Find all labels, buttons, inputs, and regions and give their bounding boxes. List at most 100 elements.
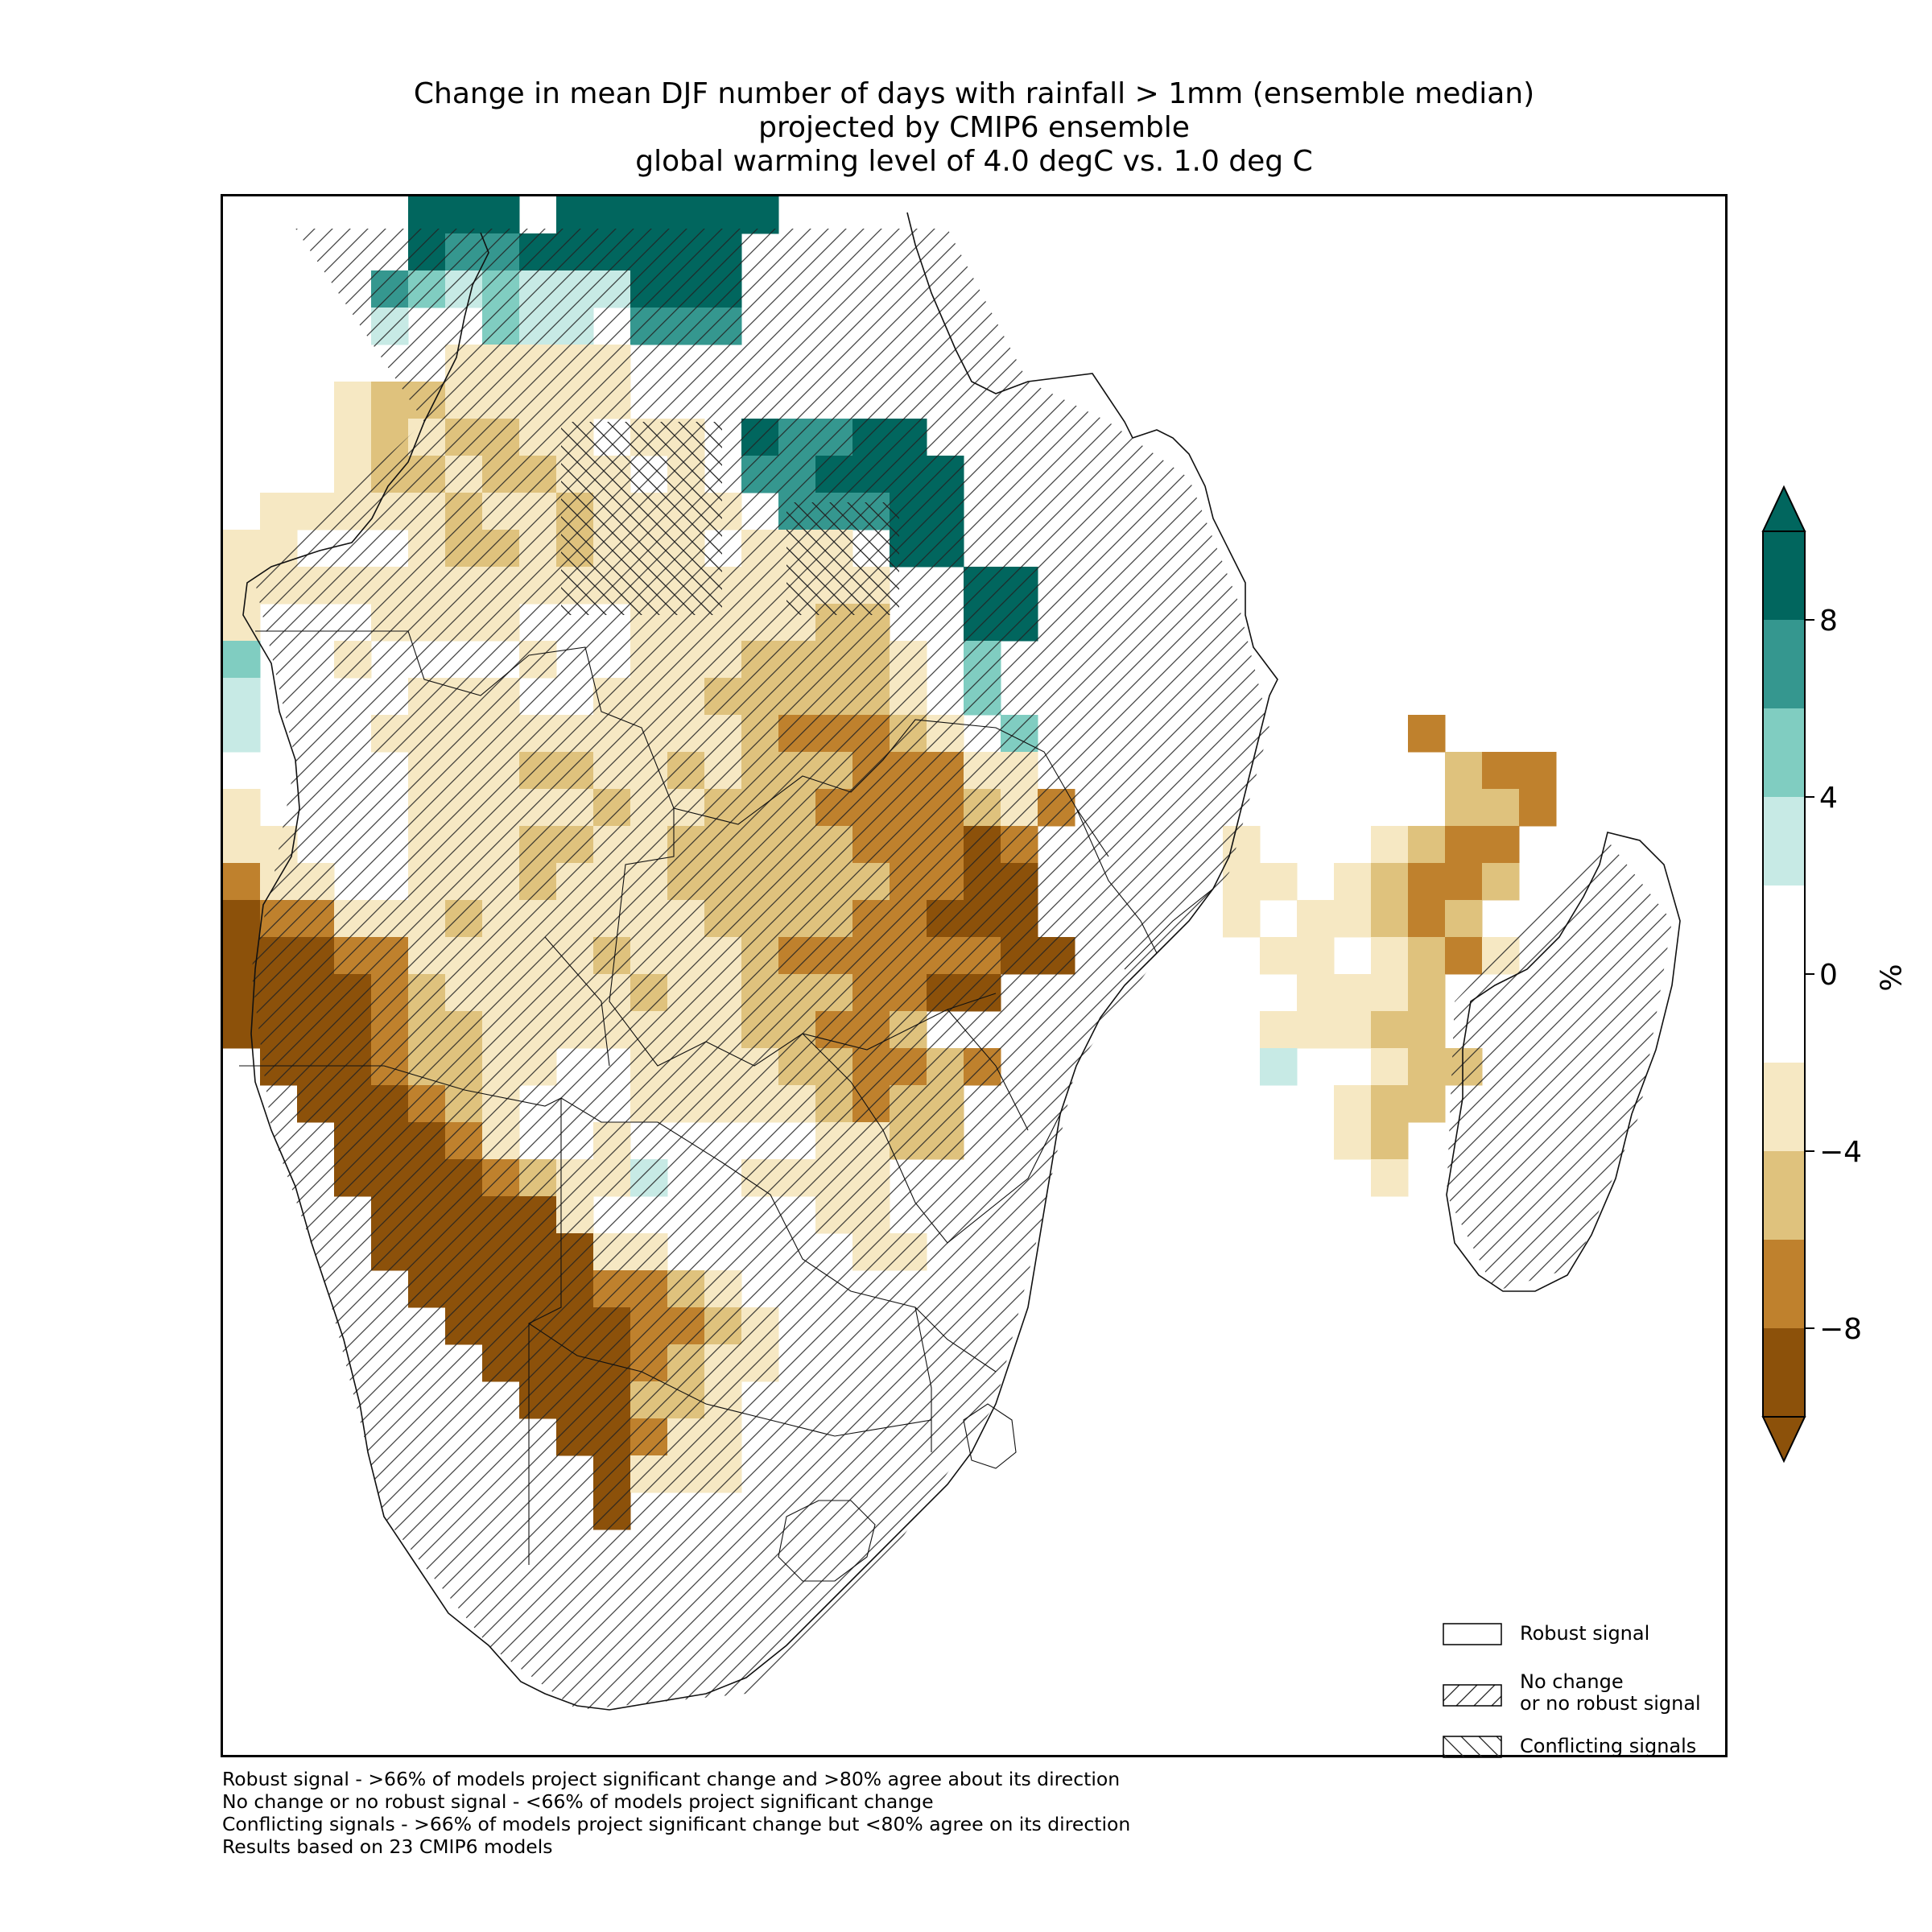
colorbar-extend-max	[1761, 485, 1806, 532]
grid-cell	[223, 678, 261, 716]
map-grid	[223, 196, 1681, 1711]
grid-cell	[1519, 752, 1557, 790]
grid-cell	[593, 196, 631, 234]
grid-cell	[1260, 1011, 1298, 1049]
grid-cell	[1371, 1122, 1409, 1160]
grid-cell	[223, 715, 261, 753]
grid-cell	[223, 900, 261, 938]
grid-cell	[223, 789, 261, 827]
grid-cell	[223, 863, 261, 901]
madagascar-coastline	[1446, 832, 1681, 1292]
grid-cell	[1297, 1011, 1335, 1049]
conflicting-signal-hatch-1	[786, 502, 899, 615]
grid-cell	[260, 493, 298, 530]
grid-cell	[1482, 863, 1520, 901]
grid-cell	[1408, 1085, 1446, 1123]
grid-cell	[1408, 1011, 1446, 1049]
grid-cell	[1334, 900, 1372, 938]
grid-cell	[1371, 863, 1409, 901]
no-robust-signal-hatch-1	[1447, 840, 1672, 1291]
grid-cell	[482, 196, 520, 234]
grid-cell	[741, 196, 779, 234]
footnote-conflicting: Conflicting signals - >66% of models pro…	[222, 1813, 1131, 1835]
grid-cell	[1260, 1048, 1298, 1086]
grid-cell	[445, 196, 483, 234]
grid-cell	[1445, 900, 1483, 938]
grid-cell	[223, 641, 261, 679]
eswatini-border	[963, 1403, 1017, 1469]
grid-cell	[1334, 1122, 1372, 1160]
grid-cell	[1445, 789, 1483, 827]
colorbar-bin-3	[1763, 797, 1805, 886]
colorbar-bin-0	[1763, 531, 1805, 620]
colorbar-tick-label-1: 4	[1819, 782, 1838, 815]
colorbar-tick-label-3: −4	[1819, 1136, 1862, 1169]
coastline-borders	[239, 212, 1681, 1711]
signal-hatching	[251, 229, 1672, 1710]
colorbar-tick-label-0: 8	[1819, 605, 1838, 638]
grid-cell	[1445, 937, 1483, 975]
grid-cell	[1371, 1159, 1409, 1197]
grid-cell	[223, 826, 261, 864]
legend-item-robust: Robust signal	[1443, 1623, 1732, 1650]
colorbar-extend-min	[1761, 1416, 1806, 1463]
footnote-models: Results based on 23 CMIP6 models	[222, 1835, 553, 1858]
grid-cell	[334, 382, 372, 419]
grid-cell	[1482, 789, 1520, 827]
title-line-1: Change in mean DJF number of days with r…	[413, 77, 1535, 110]
colorbar: 8 4 0 −4 −8	[1761, 485, 1862, 1463]
colorbar-tick-label-2: 0	[1819, 959, 1838, 992]
colorbar-bins	[1761, 485, 1806, 1463]
grid-cell	[1223, 900, 1261, 938]
grid-cell	[1408, 900, 1446, 938]
grid-cell	[1519, 789, 1557, 827]
colorbar-bin-1	[1763, 620, 1805, 708]
grid-cell	[704, 196, 742, 234]
colorbar-unit-label: %	[1875, 964, 1909, 992]
grid-cell	[1408, 826, 1446, 864]
grid-cell	[1371, 1085, 1409, 1123]
grid-cell	[1408, 937, 1446, 975]
grid-cell	[1371, 1011, 1409, 1049]
grid-cell	[1482, 752, 1520, 790]
grid-cell	[667, 196, 705, 234]
grid-cell	[223, 530, 261, 568]
footnote-no-change: No change or no robust signal - <66% of …	[222, 1790, 934, 1813]
footnote-robust: Robust signal - >66% of models project s…	[222, 1768, 1121, 1790]
grid-cell	[630, 196, 668, 234]
grid-cell	[1408, 974, 1446, 1012]
legend-item-conflicting: Conflicting signals	[1443, 1736, 1732, 1763]
grid-cell	[1297, 974, 1335, 1012]
grid-cell	[1445, 863, 1483, 901]
grid-cell	[408, 196, 446, 234]
legend-item-no-change: No change or no robust signal	[1443, 1671, 1732, 1716]
grid-cell	[1482, 826, 1520, 864]
grid-cell	[1334, 1011, 1372, 1049]
grid-cell	[1445, 752, 1483, 790]
legend-swatch-robust	[1443, 1623, 1502, 1645]
colorbar-bin-4	[1763, 886, 1805, 1063]
legend-label-no-change: No change or no robust signal	[1520, 1670, 1701, 1715]
colorbar-bin-5	[1763, 1063, 1805, 1151]
grid-cell	[1297, 900, 1335, 938]
colorbar-bin-7	[1763, 1240, 1805, 1328]
colorbar-ticks: 8 4 0 −4 −8	[1805, 605, 1862, 1346]
legend-label-conflicting: Conflicting signals	[1520, 1735, 1697, 1757]
title-line-2: projected by CMIP6 ensemble	[758, 111, 1190, 144]
grid-cell	[1371, 937, 1409, 975]
grid-cell	[1445, 826, 1483, 864]
footnotes: Robust signal - >66% of models project s…	[222, 1768, 1130, 1858]
legend-swatch-no-change	[1443, 1684, 1502, 1707]
grid-cell	[556, 196, 594, 234]
country-borders	[239, 630, 1214, 1565]
grid-cell	[1334, 1085, 1372, 1123]
grid-cell	[1371, 1048, 1409, 1086]
grid-cell	[1408, 715, 1446, 753]
title-line-3: global warming level of 4.0 degC vs. 1.0…	[635, 145, 1313, 178]
conflicting-signal-hatch-0	[561, 422, 722, 615]
grid-cell	[1408, 863, 1446, 901]
grid-cell	[1334, 974, 1372, 1012]
colorbar-bin-6	[1763, 1151, 1805, 1240]
legend-swatch-conflicting	[1443, 1736, 1502, 1758]
grid-cell	[1334, 863, 1372, 901]
